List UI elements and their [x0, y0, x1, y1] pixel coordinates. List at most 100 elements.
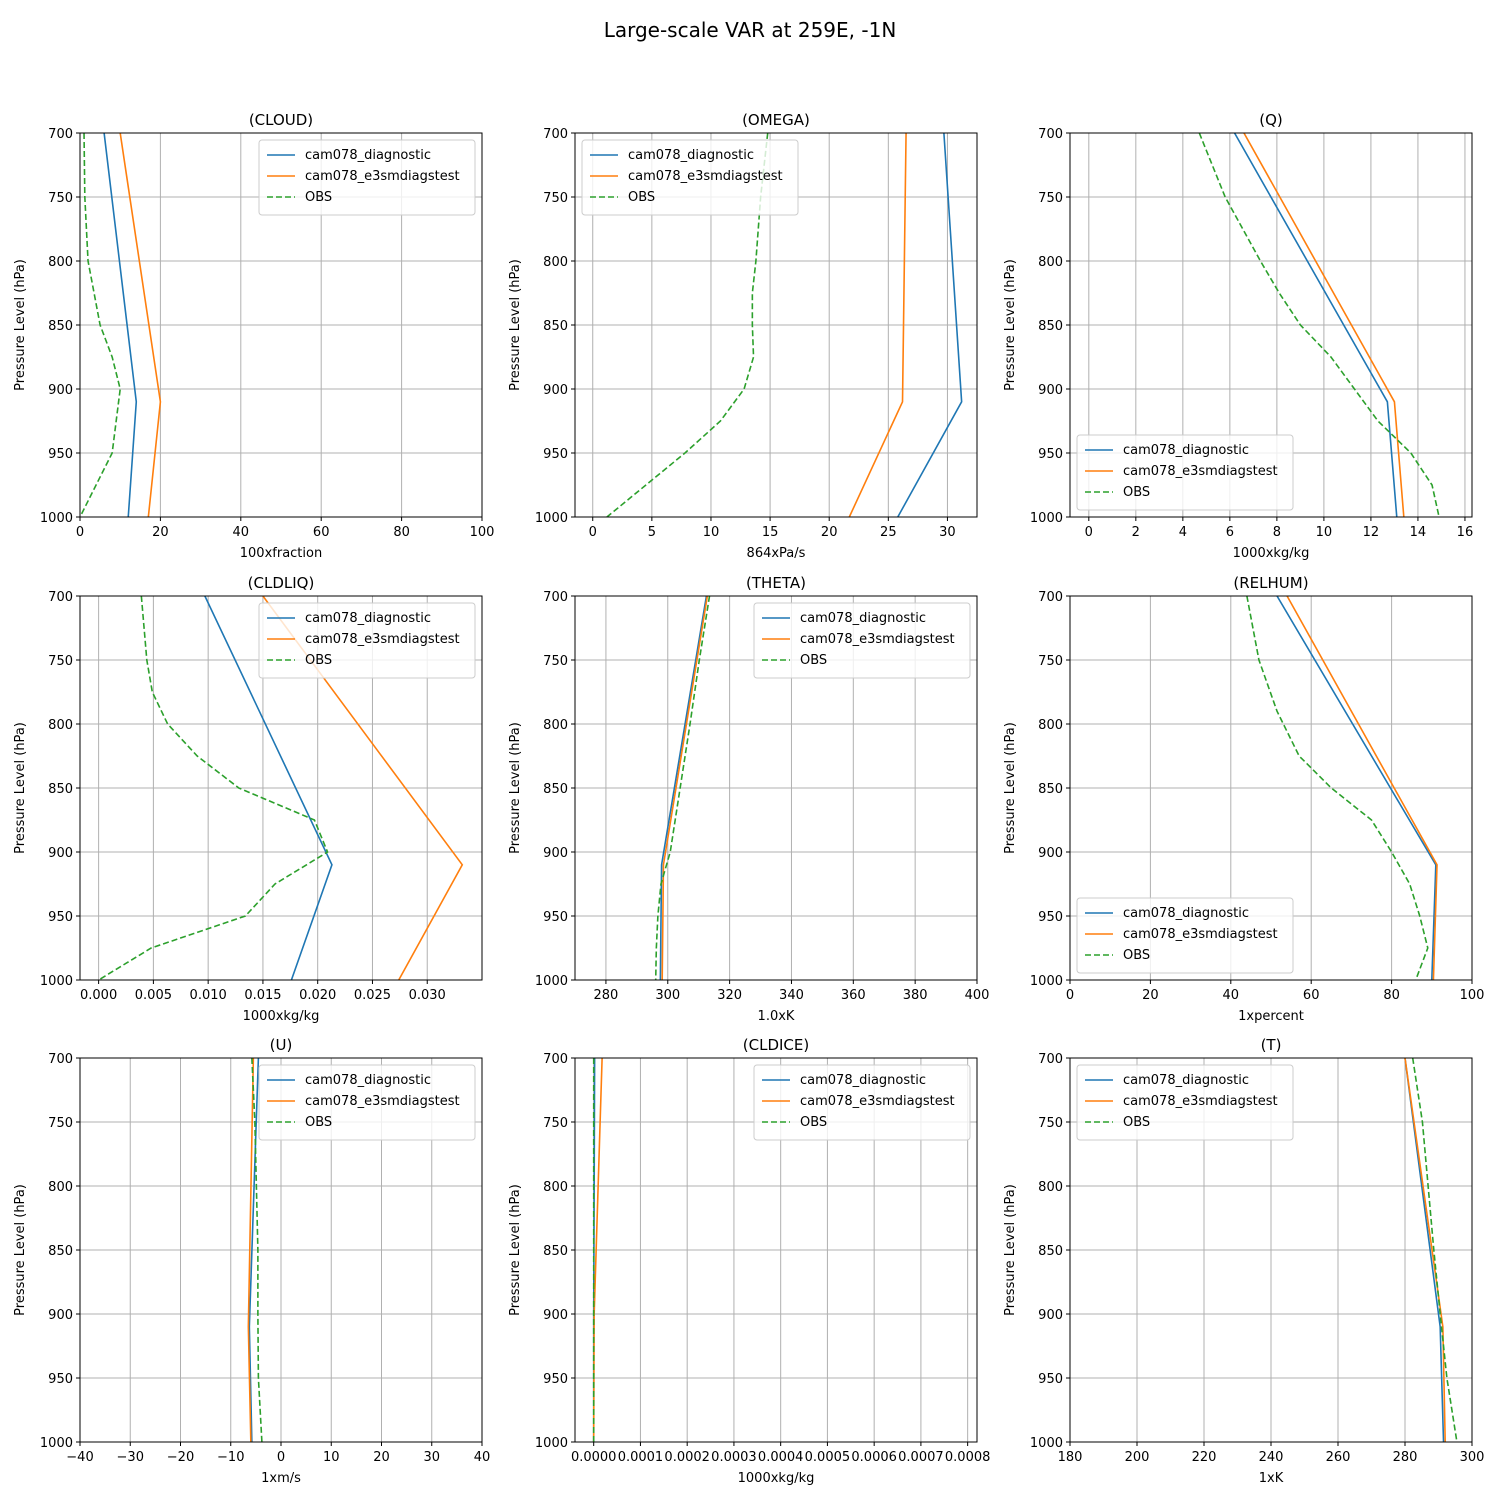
y-tick-label: 750 [543, 1116, 568, 1131]
x-tick-label: 20 [373, 1450, 390, 1465]
x-tick-label: 16 [1457, 525, 1474, 540]
legend-label: cam078_e3smdiagstest [800, 1094, 955, 1109]
y-tick-label: 1000 [1030, 1436, 1063, 1451]
legend-label: OBS [1123, 1115, 1150, 1130]
legend-label: cam078_e3smdiagstest [800, 632, 955, 647]
series-line-OBS [1246, 596, 1429, 980]
panel-2: 0 2 4 6 8 10 12 14 16 700 750 800 850 900 950 1000 (Q) 10… [1003, 111, 1473, 561]
y-tick-label: 950 [543, 1372, 568, 1387]
x-tick-label: 0 [589, 525, 597, 540]
x-tick-label: 0.0007 [898, 1450, 944, 1465]
legend-label: OBS [800, 653, 827, 668]
legend-label: cam078_diagnostic [1123, 1073, 1249, 1088]
x-tick-label: 4 [1179, 525, 1187, 540]
series-line-OBS [80, 133, 122, 517]
series-line-cam078_diagnostic [103, 133, 138, 517]
x-tick-label: 2 [1132, 525, 1140, 540]
legend: cam078_diagnostic cam078_e3smdiagstest OBS [258, 139, 476, 216]
legend: cam078_diagnostic cam078_e3smdiagstest OBS [258, 1064, 476, 1141]
y-tick-label: 850 [1038, 1244, 1063, 1259]
x-tick-label: 20 [1142, 988, 1159, 1003]
x-tick-label: 0.015 [244, 988, 281, 1003]
x-tick-label: 20 [152, 525, 169, 540]
x-axis-label: 1000xkg/kg [738, 1471, 815, 1486]
x-axis-label: 100xfraction [240, 546, 322, 561]
y-axis-label: Pressure Level (hPa) [1003, 722, 1018, 854]
legend-label: OBS [305, 1115, 332, 1130]
y-tick-label: 700 [543, 590, 568, 605]
x-axis-label: 1xm/s [261, 1471, 301, 1486]
series-line-cam078_e3smdiagstest [848, 133, 907, 517]
y-tick-label: 850 [543, 319, 568, 334]
panel-7: 0.0000 0.0001 0.0002 0.0003 0.0004 0.0005 0.00… [508, 1036, 990, 1486]
series-line-cam078_diagnostic [897, 133, 963, 517]
legend-label: OBS [305, 653, 332, 668]
x-tick-label: 0.030 [409, 988, 446, 1003]
x-tick-label: 280 [1393, 1450, 1418, 1465]
y-axis-label: Pressure Level (hPa) [13, 259, 28, 391]
y-tick-label: 850 [1038, 782, 1063, 797]
x-tick-label: −10 [217, 1450, 244, 1465]
series-line-OBS [606, 133, 769, 517]
panels: 0 20 40 60 80 1007007508008509009501000(CLOUD… [13, 111, 1484, 1486]
x-tick-label: 320 [717, 988, 742, 1003]
x-tick-label: 0.020 [299, 988, 336, 1003]
legend-label: cam078_diagnostic [800, 611, 926, 626]
legend: cam078_diagnostic cam078_e3smdiagstest OBS [581, 139, 799, 216]
series-line-cam078_diagnostic [1233, 133, 1398, 517]
legend: cam078_diagnostic cam078_e3smdiagstest OBS [753, 602, 971, 679]
panel-title: (Q) [1259, 111, 1283, 129]
x-tick-label: −30 [117, 1450, 144, 1465]
panel-title: (RELHUM) [1233, 574, 1308, 592]
y-tick-label: 700 [543, 1052, 568, 1067]
series-line-OBS [98, 596, 329, 980]
y-tick-label: 800 [48, 718, 73, 733]
x-tick-label: 0.025 [354, 988, 391, 1003]
legend-box [753, 1064, 971, 1141]
legend-label: OBS [800, 1115, 827, 1130]
x-tick-label: 0.010 [190, 988, 227, 1003]
x-tick-label: 220 [1192, 1450, 1217, 1465]
legend-label: cam078_diagnostic [1123, 443, 1249, 458]
y-tick-label: 850 [543, 1244, 568, 1259]
x-tick-label: 30 [423, 1450, 440, 1465]
y-tick-label: 1000 [1030, 511, 1063, 526]
x-tick-label: 12 [1363, 525, 1380, 540]
panel-title: (CLOUD) [249, 111, 313, 129]
y-tick-label: 700 [48, 127, 73, 142]
y-tick-label: 750 [1038, 1116, 1063, 1131]
y-axis-label: Pressure Level (hPa) [508, 259, 523, 391]
y-tick-label: 800 [1038, 255, 1063, 270]
series-line-OBS [1411, 1058, 1458, 1442]
legend-box [258, 602, 476, 679]
x-tick-label: 0.0004 [758, 1450, 804, 1465]
x-tick-label: 80 [393, 525, 410, 540]
x-tick-label: 40 [1223, 988, 1240, 1003]
y-tick-label: 900 [48, 383, 73, 398]
legend-label: OBS [1123, 948, 1150, 963]
legend-label: cam078_diagnostic [305, 1073, 431, 1088]
x-tick-label: 0 [1085, 525, 1093, 540]
y-tick-label: 1000 [40, 511, 73, 526]
x-tick-label: 10 [1316, 525, 1333, 540]
x-tick-label: 0.000 [80, 988, 117, 1003]
y-tick-label: 700 [543, 127, 568, 142]
y-axis-label: Pressure Level (hPa) [508, 1184, 523, 1316]
figure-title: Large-scale VAR at 259E, -1N [604, 18, 897, 42]
y-axis-label: Pressure Level (hPa) [13, 722, 28, 854]
x-tick-label: 25 [880, 525, 897, 540]
series-line-cam078_diagnostic [1404, 1058, 1445, 1442]
legend: cam078_diagnostic cam078_e3smdiagstest OBS [1076, 1064, 1294, 1141]
series-line-cam078_diagnostic [659, 596, 708, 980]
x-tick-label: 180 [1058, 1450, 1083, 1465]
y-tick-label: 700 [48, 1052, 73, 1067]
y-tick-label: 1000 [40, 974, 73, 989]
x-tick-label: 14 [1410, 525, 1427, 540]
y-axis-label: Pressure Level (hPa) [1003, 259, 1018, 391]
x-axis-label: 1xpercent [1238, 1009, 1304, 1024]
series-line-cam078_e3smdiagstest [661, 596, 709, 980]
y-tick-label: 950 [543, 447, 568, 462]
legend-label: OBS [628, 190, 655, 205]
x-tick-label: 0.0002 [664, 1450, 710, 1465]
y-tick-label: 1000 [40, 1436, 73, 1451]
